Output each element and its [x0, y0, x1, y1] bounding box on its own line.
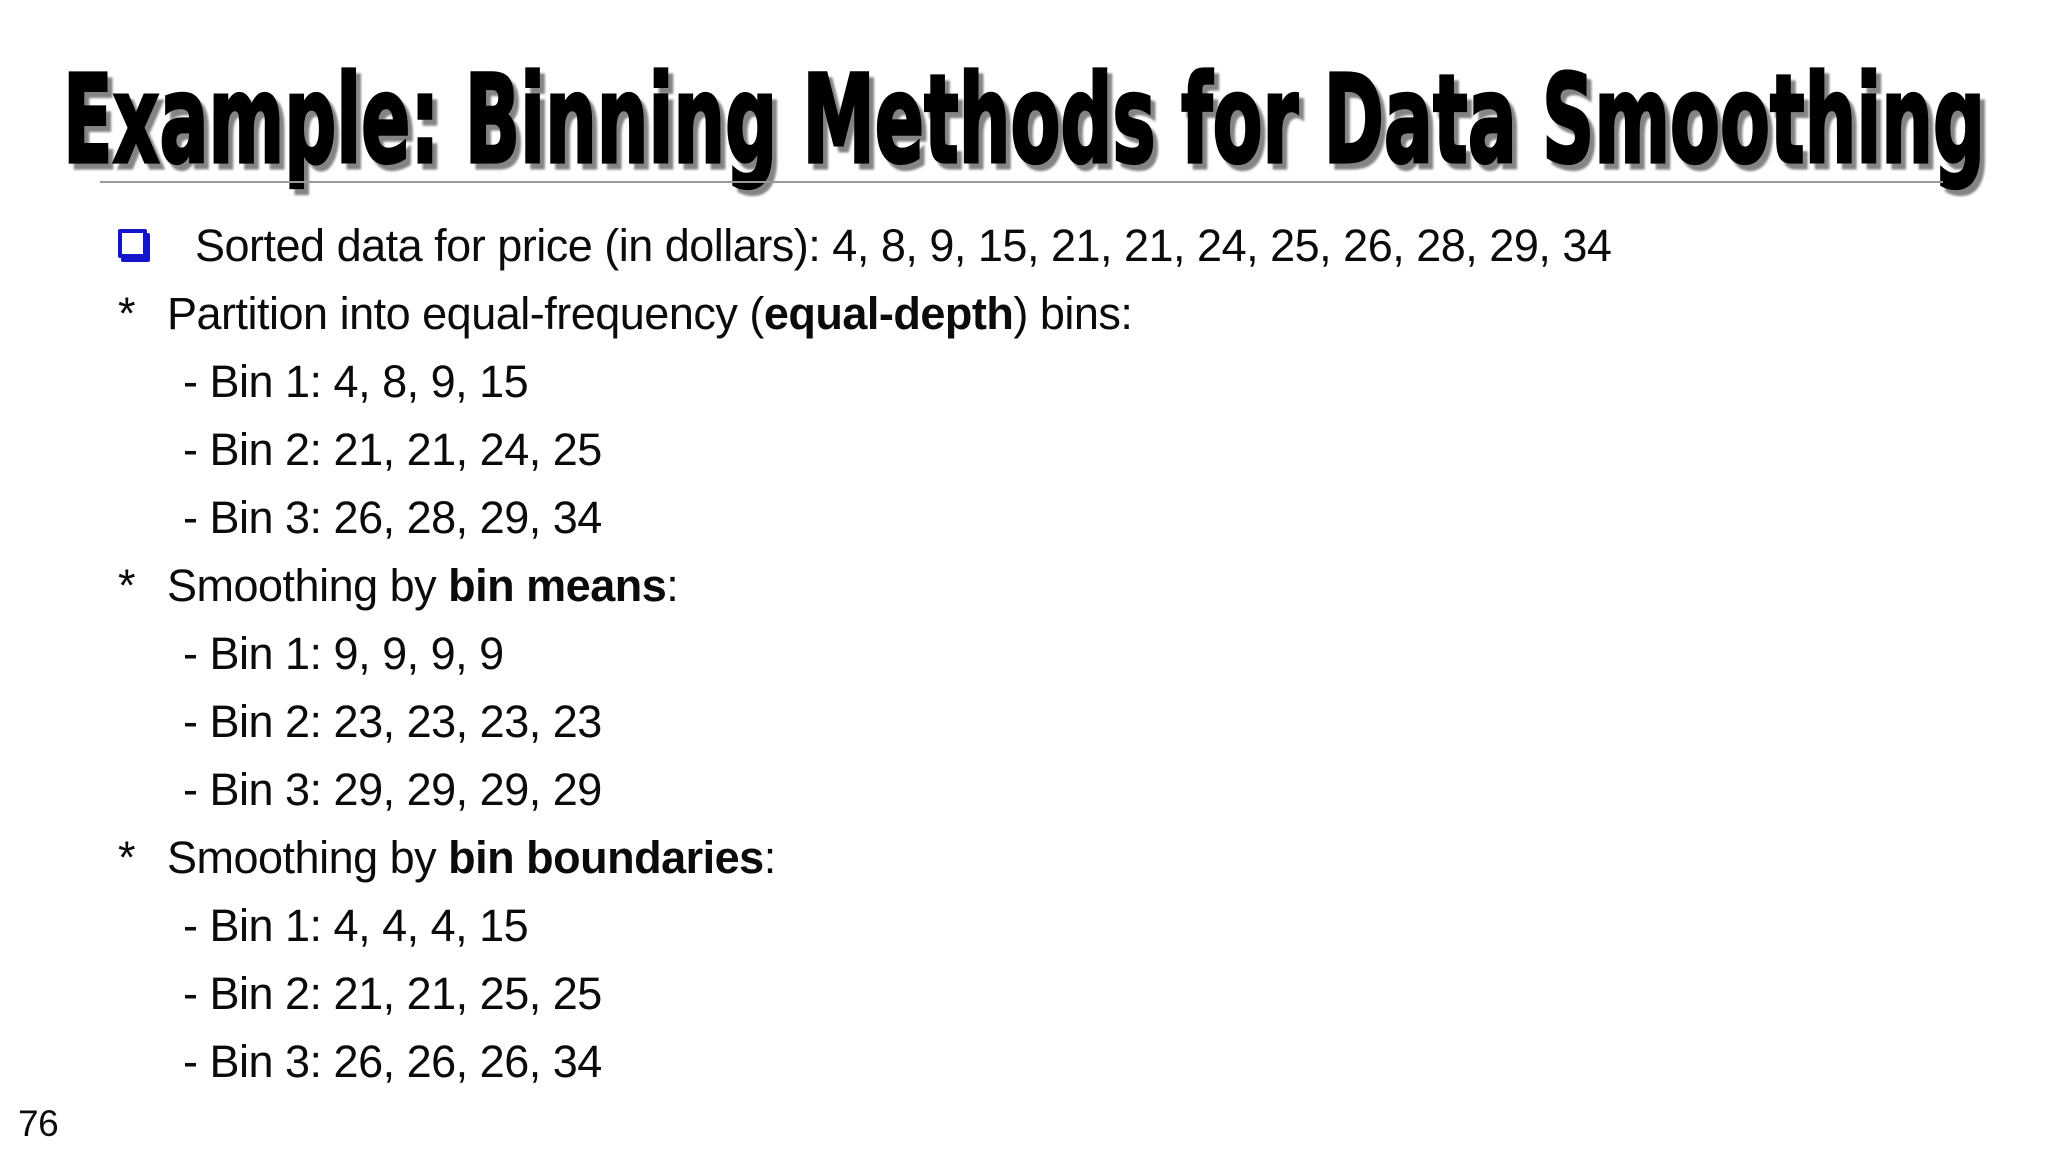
list-item: * Smoothing by bin boundaries:: [0, 824, 2048, 892]
list-item: - Bin 3: 26, 28, 29, 34: [0, 484, 2048, 552]
list-item: - Bin 3: 26, 26, 26, 34: [0, 1028, 2048, 1096]
list-item-text-bold: equal-depth: [763, 288, 1014, 339]
title-divider: [100, 181, 1943, 183]
list-item: - Bin 1: 9, 9, 9, 9: [0, 620, 2048, 688]
shadowed-square-bullet-icon: [118, 228, 147, 258]
list-item-text: - Bin 1: 4, 8, 9, 15: [183, 356, 529, 407]
list-item-text: Smoothing by: [167, 832, 449, 883]
list-item-text-bold: bin boundaries: [448, 832, 764, 883]
list-item: * Partition into equal-frequency (equal-d…: [0, 280, 2048, 348]
list-item-text: - Bin 2: 21, 21, 24, 25: [183, 424, 602, 475]
list-item: * Smoothing by bin means:: [0, 552, 2048, 620]
title-banner: Example: Binning Methods for Data Smooth…: [61, 47, 1986, 192]
list-item: - Bin 2: 21, 21, 25, 25: [0, 960, 2048, 1028]
asterisk-bullet: *: [118, 832, 136, 883]
list-item-text: - Bin 3: 26, 26, 26, 34: [183, 1036, 602, 1087]
slide-body: Sorted data for price (in dollars): 4, 8…: [0, 212, 2048, 1096]
list-item-text-bold: bin means: [448, 560, 667, 611]
asterisk-bullet: *: [118, 288, 136, 339]
list-item-text: - Bin 3: 29, 29, 29, 29: [183, 764, 602, 815]
list-item: - Bin 1: 4, 4, 4, 15: [0, 892, 2048, 960]
list-item-text: Sorted data for price (in dollars): 4, 8…: [195, 220, 1612, 271]
list-item-text: Partition into equal-frequency (: [167, 288, 764, 339]
list-item-text: - Bin 1: 4, 4, 4, 15: [183, 900, 529, 951]
list-item: - Bin 2: 21, 21, 24, 25: [0, 416, 2048, 484]
list-item-text: Smoothing by: [167, 560, 449, 611]
list-item-text: - Bin 1: 9, 9, 9, 9: [183, 628, 504, 679]
page-number: 76: [18, 1103, 59, 1144]
list-item: Sorted data for price (in dollars): 4, 8…: [0, 212, 2048, 280]
list-item-text: - Bin 2: 23, 23, 23, 23: [183, 696, 602, 747]
asterisk-bullet: *: [118, 560, 136, 611]
list-item-text: :: [763, 832, 777, 883]
list-item-text: ) bins:: [1013, 288, 1133, 339]
list-item-text: - Bin 2: 21, 21, 25, 25: [183, 968, 602, 1019]
list-item-text: - Bin 3: 26, 28, 29, 34: [183, 492, 602, 543]
list-item: - Bin 2: 23, 23, 23, 23: [0, 688, 2048, 756]
list-item: - Bin 3: 29, 29, 29, 29: [0, 756, 2048, 824]
list-item: - Bin 1: 4, 8, 9, 15: [0, 348, 2048, 416]
page-title: Example: Binning Methods for Data Smooth…: [63, 49, 1985, 191]
list-item-text: :: [666, 560, 679, 611]
